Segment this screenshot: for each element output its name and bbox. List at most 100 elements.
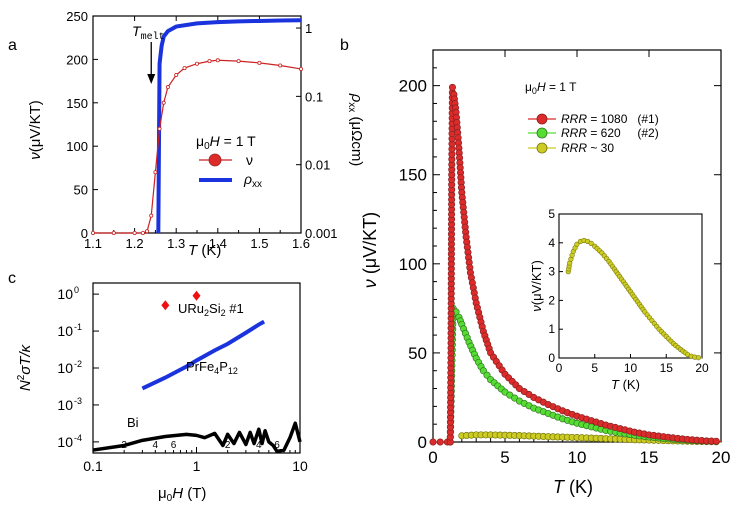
panel-a-ytick-right-label: 1: [305, 21, 312, 36]
legend-rrr620-label: RRR = 620 (#2): [561, 126, 659, 140]
panel-a-ylabel-left: ν(μV/KT): [27, 100, 44, 159]
legend-rrr1080-label: RRR = 1080 (#1): [561, 112, 659, 126]
panel-c-ytick-label: 10: [57, 360, 73, 376]
nu-point: [278, 63, 283, 68]
legend-nu-label: ν: [246, 152, 253, 168]
panel-a-xtick-label: 1.4: [209, 236, 227, 251]
nu-point: [161, 100, 166, 105]
panel-b-xtick-label: 5: [500, 448, 509, 467]
panel-a-xtick-label: 1.6: [292, 236, 310, 251]
panel-a-ytick-left-label: 250: [66, 9, 88, 24]
panel-a-ylabel-right: ρxx (μΩcm): [346, 93, 365, 167]
nu-point: [207, 59, 212, 64]
panel-a-ytick-left-label: 50: [74, 183, 88, 198]
panel-a-ytick-left-label: 0: [81, 226, 88, 241]
legend-rrr30-label: RRR ~ 30: [561, 141, 614, 155]
panel-b-xtick-label: 0: [428, 448, 437, 467]
legend-rrr1080-marker: [536, 113, 548, 125]
panel-a: 1.1 1.2 1.3 1.4 1.5 1.6 0 50 100 150 200 250 0.001 0.…: [27, 9, 365, 259]
panel-a-xtick-label: 1.1: [84, 236, 102, 251]
nu-point: [157, 126, 162, 131]
panel-a-xtick-label: 1.5: [250, 236, 268, 251]
panel-c-ytick-label: 10: [57, 323, 73, 339]
inset-point: [574, 241, 580, 247]
inset-xtick-label: 15: [660, 361, 674, 375]
nu-point: [140, 230, 145, 235]
panel-b-field-label: μ0H = 1 T: [525, 80, 577, 96]
panel-b-ytick-label: 150: [399, 166, 427, 185]
inset-ytick-label: 4: [548, 236, 555, 250]
panel-c-ytick-exponent: -4: [74, 433, 82, 443]
panel-b-xtick-label: 15: [640, 448, 659, 467]
legend-rho-label: ρxx: [243, 171, 262, 190]
panel-c-ytick-exponent: 0: [74, 285, 79, 295]
inset-point: [695, 355, 702, 361]
nu-point: [298, 66, 303, 71]
panel-a-ytick-right-label: 0.1: [305, 89, 323, 104]
series-point-0: [448, 83, 456, 91]
bi-line: [92, 421, 302, 454]
panel-c-xtick-minor-label: 6: [274, 440, 280, 451]
nu-point: [257, 60, 262, 65]
panel-a-ytick-right-label: 0.01: [305, 158, 330, 173]
nu-point: [194, 61, 199, 66]
nu-point: [91, 230, 96, 235]
inset-ytick-label: 1: [548, 322, 555, 336]
panel-b-ytick-label: 100: [399, 255, 427, 274]
panel-b-ytick-label: 0: [418, 433, 427, 452]
inset-xtick-label: 0: [556, 361, 563, 375]
panel-a-xlabel: T (K): [188, 242, 221, 259]
prfe4p12-line: [141, 319, 266, 391]
panel-b-xtick-label: 10: [568, 448, 587, 467]
inset-point: [588, 240, 594, 246]
panel-a-ytick-left-label: 150: [66, 96, 88, 111]
nu-point: [182, 66, 187, 71]
panel-c-xtick-minor-label: 6: [171, 440, 177, 451]
panel-a-xtick-label: 1.3: [167, 236, 185, 251]
rho-xx-line: [156, 18, 302, 234]
panel-a-field-label: μ0H = 1 T: [196, 133, 256, 152]
nu-point: [215, 58, 220, 63]
legend-rrr620-marker: [536, 127, 548, 139]
panel-c-xlabel: μ0H (T): [158, 485, 206, 504]
inset-xtick-label: 5: [591, 361, 598, 375]
panel-c-ytick-label: 10: [57, 286, 73, 302]
panel-label-b: b: [340, 37, 349, 54]
panel-c-ytick-exponent: -2: [74, 359, 82, 369]
nu-point: [132, 230, 137, 235]
panel-a-ytick-right-label: 0.001: [305, 226, 338, 241]
nu-point: [236, 59, 241, 64]
tmelt-label: Tmelt: [132, 23, 165, 43]
panel-c-xtick-label: 10: [292, 458, 308, 474]
panel-label-c: c: [8, 270, 16, 287]
panel-b-legend: RRR = 1080 (#1) RRR = 620 (#2) RRR ~ 30: [528, 112, 659, 155]
nu-point: [174, 73, 179, 78]
legend-rrr30-marker: [536, 142, 548, 154]
panel-c-xtick-label: 0.1: [83, 458, 103, 474]
panel-b-ytick-label: 200: [399, 77, 427, 96]
uru2si2-point: [161, 300, 170, 311]
panel-b-xlabel: T (K): [553, 477, 593, 497]
inset-ytick-label: 5: [548, 207, 555, 221]
label-prfe4p12: PrFe4P12: [186, 359, 238, 376]
panel-b-ytick-label: 50: [408, 344, 427, 363]
panel-c-ytick-exponent: -3: [74, 396, 82, 406]
label-uru2si2: URu2Si2 #1: [178, 301, 244, 318]
inset-xtick-label: 20: [695, 361, 709, 375]
inset-ytick-label: 3: [548, 265, 555, 279]
panel-b-ylabel: ν (μV/KT): [360, 212, 380, 288]
inset-ylabel: ν(μV/KT): [529, 260, 544, 312]
inset-ytick-label: 2: [548, 293, 555, 307]
panel-c-xtick-label: 1: [193, 458, 201, 474]
panel-a-frame: [92, 15, 302, 234]
panel-label-a: a: [8, 37, 17, 54]
panel-b-xtick-label: 20: [712, 448, 731, 467]
panel-c-xtick-minor-label: 2: [225, 440, 231, 451]
panel-c-ytick-label: 10: [57, 397, 73, 413]
inset-ytick-label: 0: [548, 351, 555, 365]
series-point-0: [436, 438, 444, 446]
uru2si2-point: [192, 290, 201, 301]
